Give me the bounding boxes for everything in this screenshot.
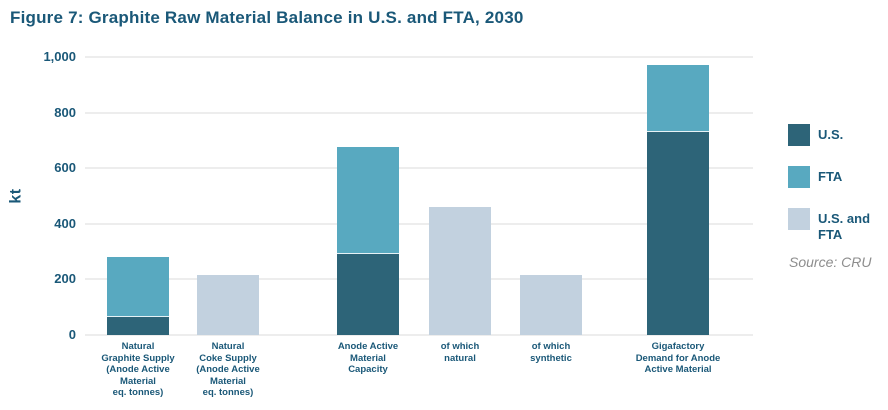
- bar-segment: [337, 147, 399, 255]
- bar-segment: [107, 257, 169, 317]
- gridline: [85, 222, 753, 225]
- legend-swatch-us: [788, 124, 810, 146]
- y-axis-ticks: 0 200 400 600 800 1,000: [0, 49, 76, 342]
- bar-stack: [520, 275, 582, 335]
- x-axis-category-label: Natural Coke Supply (Anode Active Materi…: [196, 341, 260, 398]
- y-axis-tick-label: 600: [54, 160, 76, 176]
- bar-segment: [429, 207, 491, 335]
- gridline: [85, 56, 753, 58]
- source-credit: Source: CRU: [789, 254, 872, 270]
- x-axis-category-label: Natural Graphite Supply (Anode Active Ma…: [101, 341, 175, 398]
- legend-label-us: U.S.: [818, 127, 844, 142]
- gridline: [85, 278, 753, 281]
- x-axis-category-label: Gigafactory Demand for Anode Active Mate…: [635, 341, 721, 375]
- bar-stack: [337, 147, 399, 335]
- figure-title: Figure 7: Graphite Raw Material Balance …: [10, 8, 524, 27]
- y-axis-tick-label: 200: [54, 271, 76, 287]
- x-axis-category-label: of which synthetic: [530, 341, 572, 364]
- bar-stack: [107, 257, 169, 335]
- y-axis-tick-label: 800: [54, 104, 76, 120]
- bar-segment: [107, 316, 169, 335]
- bar-segment: [647, 132, 709, 335]
- legend: U.S. FTA U.S. and FTA: [788, 124, 882, 242]
- x-axis-category-label: of which natural: [440, 341, 480, 364]
- chart-plot-area: [85, 56, 753, 336]
- gridline: [85, 167, 753, 170]
- bar-stack: [197, 275, 259, 335]
- x-axis-category-label: Anode Active Material Capacity: [337, 341, 399, 375]
- bar-segment: [337, 254, 399, 335]
- legend-label-fta: FTA: [818, 169, 843, 184]
- legend-swatch-us-and-fta: [788, 208, 810, 230]
- bar-segment: [520, 275, 582, 335]
- gridline: [85, 111, 753, 114]
- bar-stack: [429, 207, 491, 335]
- y-axis-tick-label: 1,000: [43, 49, 76, 64]
- bar-segment: [647, 65, 709, 133]
- bar-stack: [647, 65, 709, 335]
- legend-label-us-and-fta: U.S. and FTA: [818, 211, 871, 242]
- legend-item-us: U.S.: [788, 124, 882, 146]
- y-axis-tick-label: 0: [68, 327, 76, 342]
- legend-item-fta: FTA: [788, 166, 882, 188]
- bar-segment: [197, 275, 259, 335]
- gridline: [85, 334, 753, 336]
- y-axis-tick-label: 400: [54, 215, 76, 231]
- legend-item-us-and-fta: U.S. and FTA: [788, 208, 882, 242]
- x-axis-labels: Natural Graphite Supply (Anode Active Ma…: [0, 341, 888, 407]
- legend-swatch-fta: [788, 166, 810, 188]
